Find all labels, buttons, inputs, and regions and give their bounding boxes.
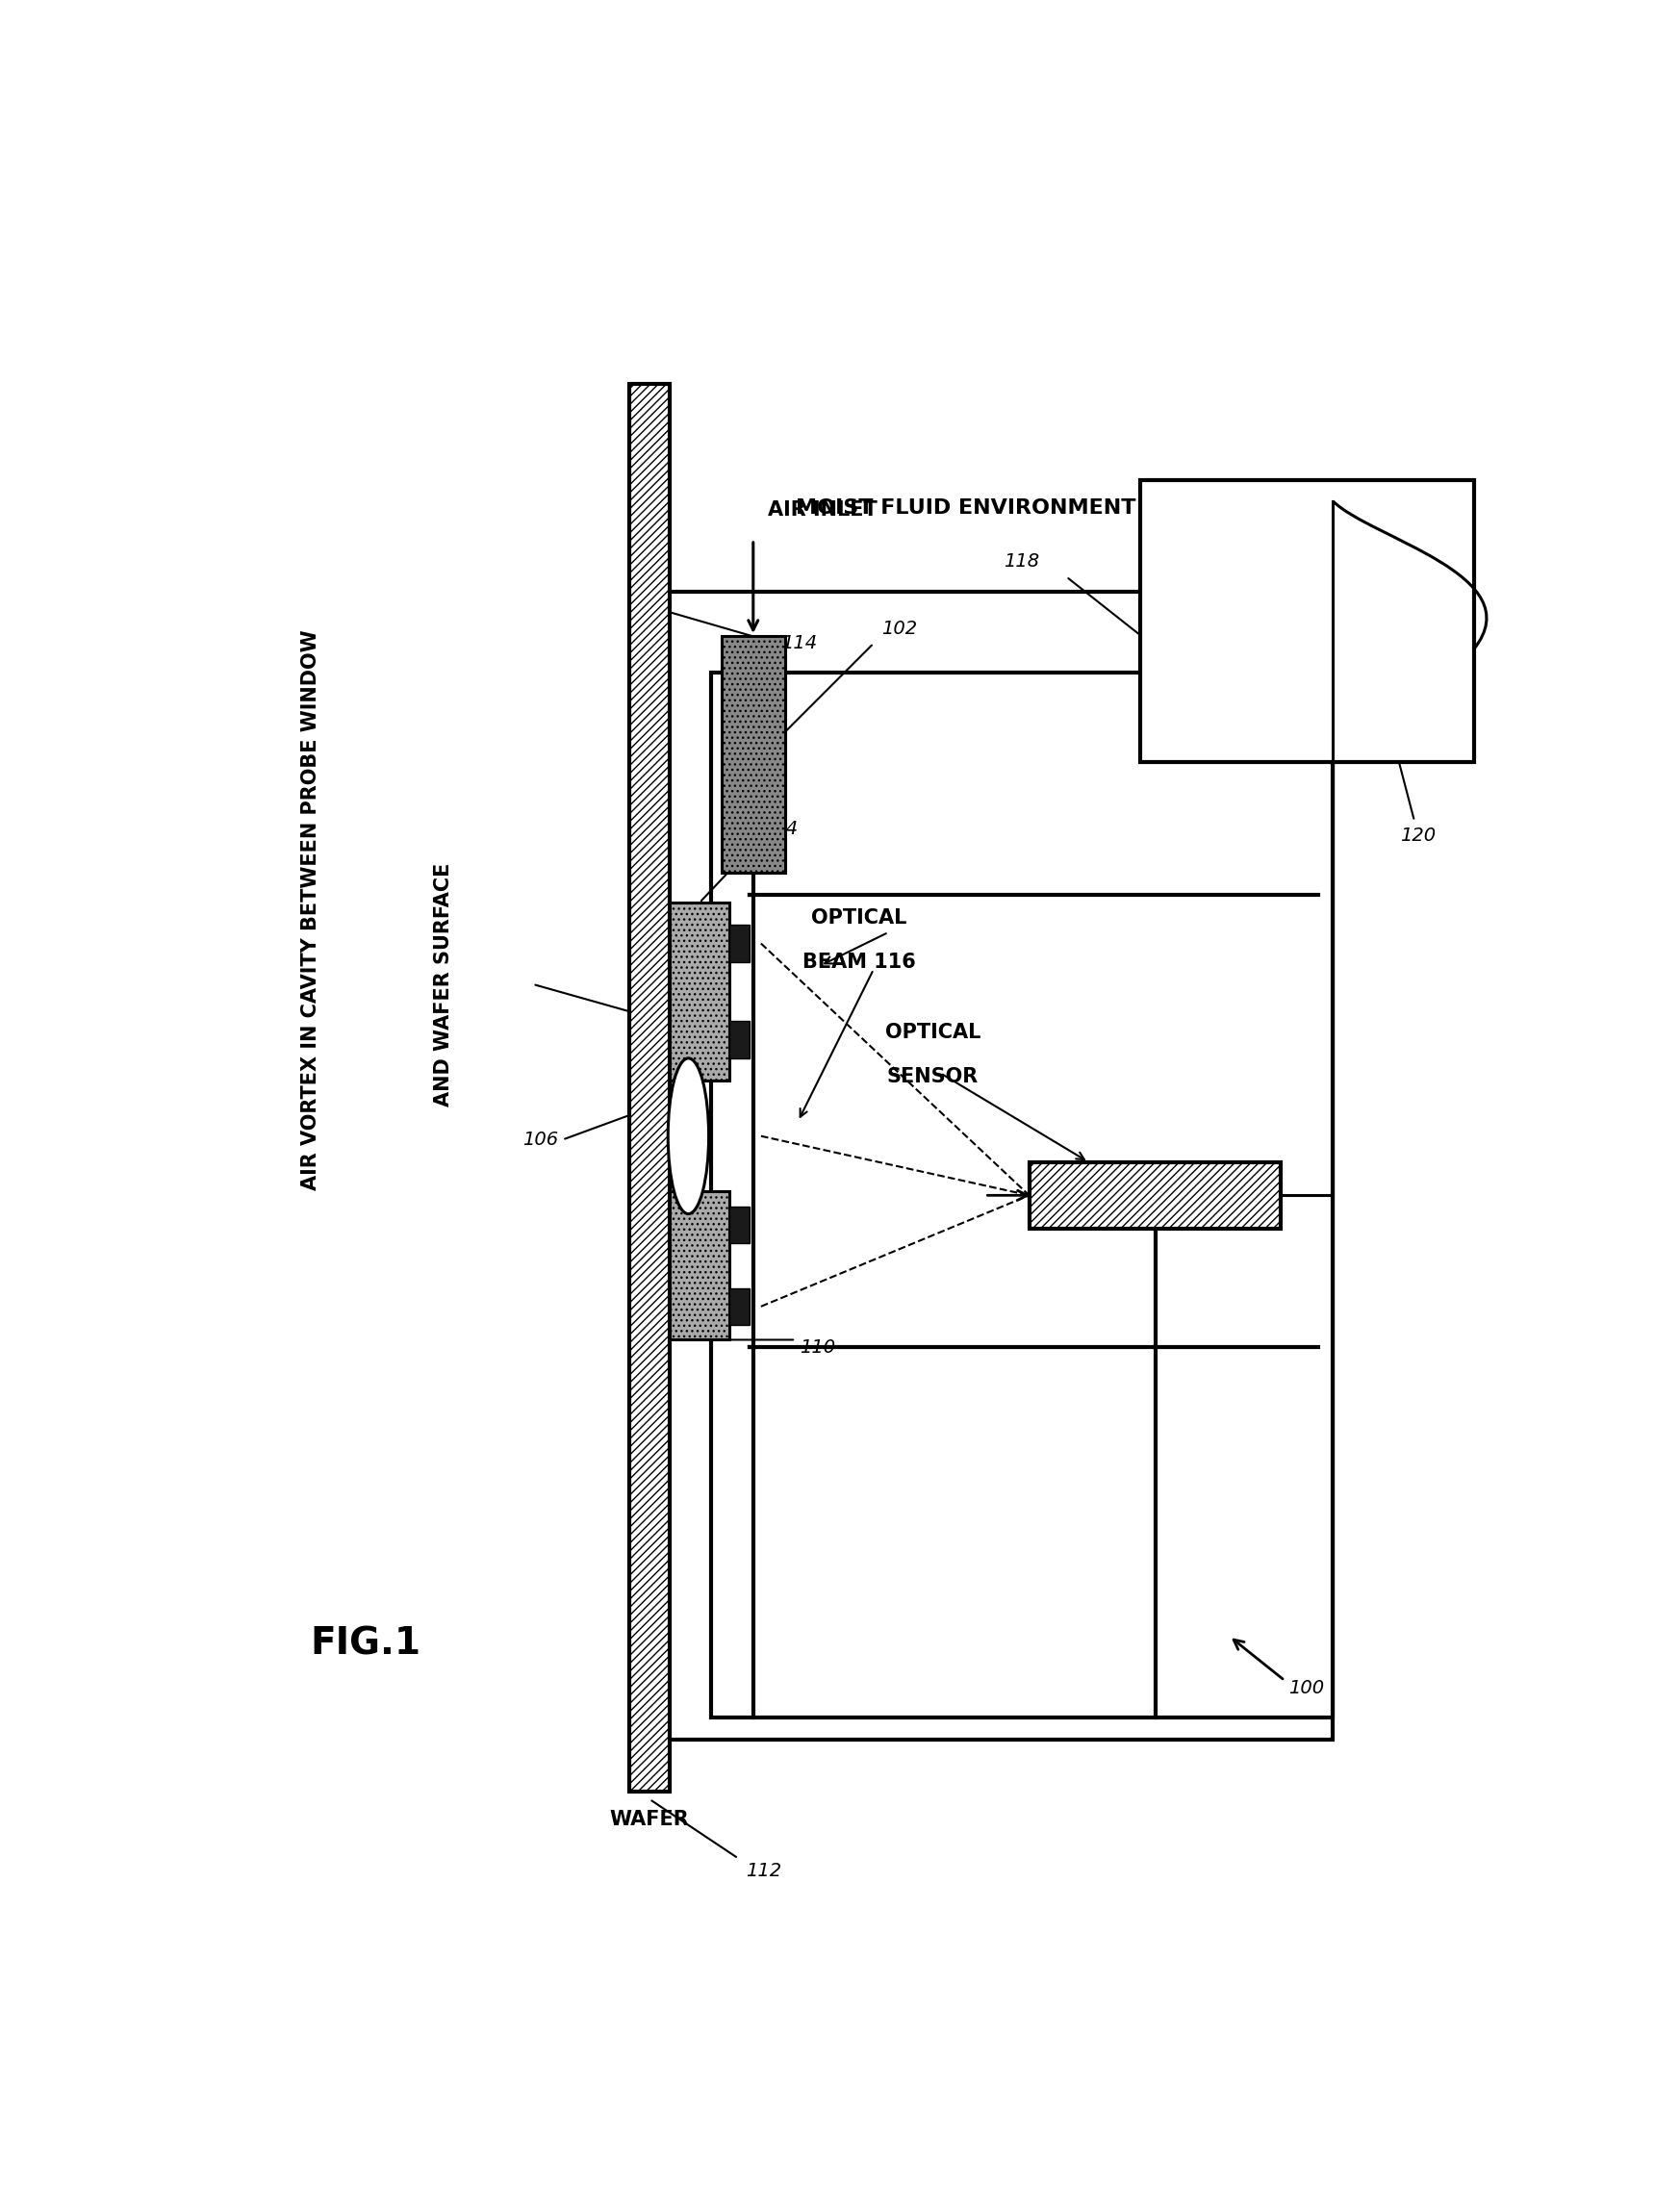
Bar [670, 1192, 729, 1339]
Text: OPTICAL: OPTICAL [811, 908, 907, 928]
Text: 100: 100 [1289, 1678, 1324, 1698]
Text: AIR INLET: AIR INLET [768, 501, 877, 519]
Text: PROCESSOR: PROCESSOR [1240, 674, 1374, 694]
Text: SENSOR CONTROL: SENSOR CONTROL [1205, 549, 1410, 569]
Text: AND: AND [1282, 610, 1332, 630]
Text: 112: 112 [746, 1862, 781, 1879]
Bar [1141, 481, 1473, 761]
Text: SENSOR: SENSOR [887, 1068, 979, 1087]
Text: AIR VORTEX IN CAVITY BETWEEN PROBE WINDOW: AIR VORTEX IN CAVITY BETWEEN PROBE WINDO… [301, 630, 321, 1190]
Text: OPTICAL: OPTICAL [885, 1022, 981, 1041]
Text: 104: 104 [763, 820, 798, 838]
Bar [729, 926, 749, 963]
Text: 110: 110 [800, 1339, 835, 1357]
Text: WAFER: WAFER [610, 1809, 689, 1829]
Text: 120: 120 [1399, 827, 1435, 845]
Text: 106: 106 [522, 1131, 559, 1149]
Bar [722, 637, 785, 873]
Bar [670, 904, 729, 1081]
Ellipse shape [669, 1059, 709, 1214]
Bar [667, 591, 1332, 1739]
Text: 118: 118 [1005, 554, 1040, 571]
Text: FIG.1: FIG.1 [311, 1626, 422, 1663]
Bar [729, 1206, 749, 1243]
Text: BEAM 116: BEAM 116 [801, 952, 916, 971]
Bar [729, 1022, 749, 1059]
Text: 114: 114 [781, 635, 816, 652]
Bar [628, 385, 670, 1792]
Text: AND WAFER SURFACE: AND WAFER SURFACE [433, 862, 454, 1107]
Text: MOIST FLUID ENVIRONMENT: MOIST FLUID ENVIRONMENT [796, 499, 1136, 516]
Bar [729, 1289, 749, 1326]
Text: 102: 102 [880, 619, 917, 637]
Bar [711, 674, 1332, 1718]
Bar [1030, 1162, 1282, 1230]
